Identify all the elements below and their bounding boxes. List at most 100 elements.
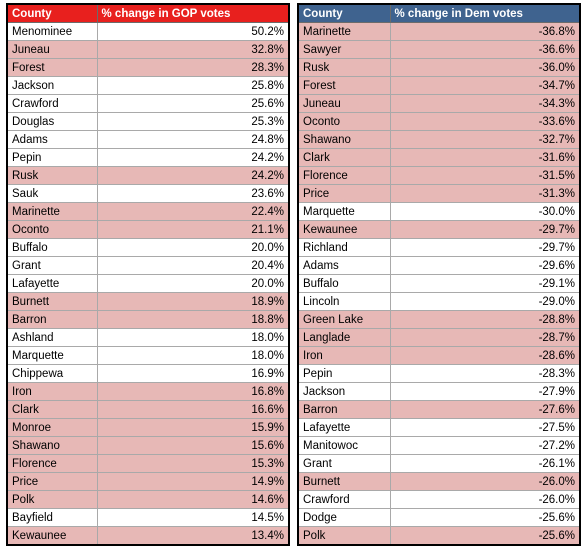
- county-cell: Buffalo: [6, 238, 98, 257]
- table-header-row: County % change in GOP votes: [6, 3, 290, 23]
- percent-change-cell: 20.4%: [96, 256, 290, 275]
- table-row: Florence 15.3%: [6, 454, 290, 473]
- percent-change-cell: -27.9%: [389, 382, 581, 401]
- table-row: Lafayette 20.0%: [6, 274, 290, 293]
- table-row: Chippewa 16.9%: [6, 364, 290, 383]
- county-cell: Price: [6, 472, 98, 491]
- dem-change-table: County % change in Dem votes Marinette -3…: [297, 3, 581, 546]
- table-row: Marinette 22.4%: [6, 202, 290, 221]
- table-row: Clark -31.6%: [297, 148, 581, 167]
- county-cell: Chippewa: [6, 364, 98, 383]
- county-cell: Lafayette: [297, 418, 391, 437]
- table-row: Grant 20.4%: [6, 256, 290, 275]
- county-cell: Langlade: [297, 328, 391, 347]
- county-cell: Marquette: [297, 202, 391, 221]
- gop-change-table: County % change in GOP votes Menominee 50…: [6, 3, 290, 546]
- table-row: Buffalo 20.0%: [6, 238, 290, 257]
- percent-change-cell: 20.0%: [96, 274, 290, 293]
- percent-change-cell: 18.0%: [96, 346, 290, 365]
- percent-change-cell: -29.1%: [389, 274, 581, 293]
- county-cell: Juneau: [6, 40, 98, 59]
- table-row: Jackson 25.8%: [6, 76, 290, 95]
- table-row: Polk 14.6%: [6, 490, 290, 509]
- county-cell: Lincoln: [297, 292, 391, 311]
- table-row: Marinette -36.8%: [297, 22, 581, 41]
- percent-change-cell: -34.7%: [389, 76, 581, 95]
- table-row: Forest -34.7%: [297, 76, 581, 95]
- percent-change-cell: 14.6%: [96, 490, 290, 509]
- table-row: Florence -31.5%: [297, 166, 581, 185]
- table-row: Ashland 18.0%: [6, 328, 290, 347]
- percent-change-cell: 28.3%: [96, 58, 290, 77]
- table-row: Rusk 24.2%: [6, 166, 290, 185]
- percent-change-cell: -34.3%: [389, 94, 581, 113]
- percent-change-cell: -28.6%: [389, 346, 581, 365]
- table-row: Richland -29.7%: [297, 238, 581, 257]
- county-cell: Clark: [6, 400, 98, 419]
- county-cell: Crawford: [297, 490, 391, 509]
- percent-change-cell: -27.2%: [389, 436, 581, 455]
- county-cell: Green Lake: [297, 310, 391, 329]
- percent-change-cell: 25.8%: [96, 76, 290, 95]
- table-row: Shawano 15.6%: [6, 436, 290, 455]
- county-cell: Grant: [297, 454, 391, 473]
- county-cell: Marquette: [6, 346, 98, 365]
- county-cell: Buffalo: [297, 274, 391, 293]
- percent-change-cell: 15.9%: [96, 418, 290, 437]
- table-row: Pepin 24.2%: [6, 148, 290, 167]
- county-cell: Jackson: [297, 382, 391, 401]
- table-row: Marquette -30.0%: [297, 202, 581, 221]
- dem-table-body: Marinette -36.8% Sawyer -36.6% Rusk -36.0% For…: [297, 22, 581, 546]
- percent-change-cell: 22.4%: [96, 202, 290, 221]
- county-cell: Manitowoc: [297, 436, 391, 455]
- column-header-gop-change: % change in GOP votes: [96, 3, 290, 23]
- county-cell: Dodge: [297, 508, 391, 527]
- county-cell: Richland: [297, 238, 391, 257]
- percent-change-cell: 24.2%: [96, 148, 290, 167]
- county-cell: Kewaunee: [297, 220, 391, 239]
- percent-change-cell: -27.5%: [389, 418, 581, 437]
- county-cell: Rusk: [6, 166, 98, 185]
- table-row: Burnett 18.9%: [6, 292, 290, 311]
- county-cell: Rusk: [297, 58, 391, 77]
- county-cell: Kewaunee: [6, 526, 98, 546]
- county-cell: Pepin: [6, 148, 98, 167]
- percent-change-cell: 20.0%: [96, 238, 290, 257]
- county-cell: Jackson: [6, 76, 98, 95]
- percent-change-cell: 25.3%: [96, 112, 290, 131]
- county-cell: Juneau: [297, 94, 391, 113]
- table-row: Price 14.9%: [6, 472, 290, 491]
- table-row: Sauk 23.6%: [6, 184, 290, 203]
- table-row: Shawano -32.7%: [297, 130, 581, 149]
- county-cell: Burnett: [297, 472, 391, 491]
- county-cell: Marinette: [297, 22, 391, 41]
- percent-change-cell: -29.6%: [389, 256, 581, 275]
- percent-change-cell: -27.6%: [389, 400, 581, 419]
- percent-change-cell: -31.5%: [389, 166, 581, 185]
- county-cell: Sawyer: [297, 40, 391, 59]
- county-cell: Menominee: [6, 22, 98, 41]
- table-row: Crawford 25.6%: [6, 94, 290, 113]
- table-row: Pepin -28.3%: [297, 364, 581, 383]
- county-cell: Clark: [297, 148, 391, 167]
- table-row: Menominee 50.2%: [6, 22, 290, 41]
- percent-change-cell: -28.7%: [389, 328, 581, 347]
- table-row: Monroe 15.9%: [6, 418, 290, 437]
- percent-change-cell: 32.8%: [96, 40, 290, 59]
- county-cell: Iron: [6, 382, 98, 401]
- county-cell: Monroe: [6, 418, 98, 437]
- percent-change-cell: 14.9%: [96, 472, 290, 491]
- table-row: Crawford -26.0%: [297, 490, 581, 509]
- percent-change-cell: -28.3%: [389, 364, 581, 383]
- percent-change-cell: -30.0%: [389, 202, 581, 221]
- table-row: Juneau -34.3%: [297, 94, 581, 113]
- county-cell: Florence: [297, 166, 391, 185]
- percent-change-cell: -29.0%: [389, 292, 581, 311]
- percent-change-cell: -25.6%: [389, 526, 581, 546]
- table-row: Burnett -26.0%: [297, 472, 581, 491]
- percent-change-cell: 16.9%: [96, 364, 290, 383]
- table-row: Langlade -28.7%: [297, 328, 581, 347]
- county-cell: Barron: [297, 400, 391, 419]
- table-row: Forest 28.3%: [6, 58, 290, 77]
- table-row: Kewaunee -29.7%: [297, 220, 581, 239]
